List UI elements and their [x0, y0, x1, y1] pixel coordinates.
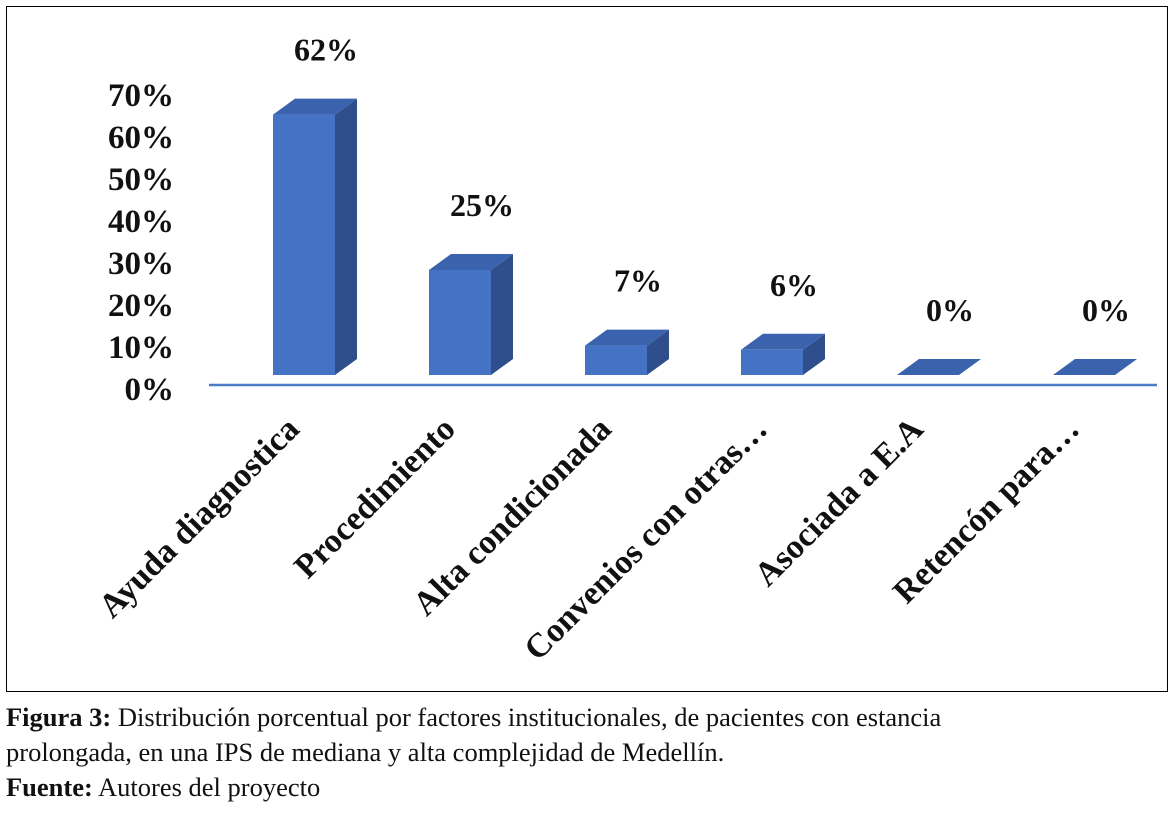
y-tick-label: 0%: [125, 372, 175, 408]
bar-top: [429, 254, 513, 270]
y-tick-label: 70%: [108, 78, 174, 114]
bar-front: [429, 270, 491, 375]
bar-top: [897, 359, 981, 375]
bar-top: [741, 333, 825, 350]
caption-line-1: Figura 3: Distribución porcentual por fa…: [6, 700, 1171, 735]
data-label: 0%: [926, 292, 974, 328]
data-label: 25%: [450, 187, 514, 223]
data-label: 62%: [294, 32, 358, 68]
bar-side: [335, 98, 357, 375]
figure-text: Distribución porcentual por factores ins…: [117, 702, 942, 732]
bar-side: [647, 329, 669, 375]
figure-caption: Figura 3: Distribución porcentual por fa…: [6, 700, 1171, 805]
bar-front: [273, 114, 335, 375]
x-category-label: Ayuda diagnostica: [92, 410, 307, 625]
bar-top: [585, 329, 669, 346]
bar-side: [491, 254, 513, 375]
figure-text-line2: prolongada, en una IPS de mediana y alta…: [6, 737, 725, 767]
figure-label: Figura 3:: [6, 702, 112, 732]
y-tick-label: 50%: [108, 162, 174, 198]
y-tick-label: 20%: [108, 288, 174, 324]
caption-line-2: prolongada, en una IPS de mediana y alta…: [6, 735, 1171, 770]
bar-front: [741, 349, 803, 375]
bar-side: [803, 333, 825, 375]
y-tick-label: 10%: [108, 330, 174, 366]
y-tick-label: 60%: [108, 120, 174, 156]
chart-frame: 0% 10% 20% 30% 40% 50% 60% 70% 62% 25% 7% 6% 0% 0% Ayu…: [6, 6, 1168, 692]
y-tick-label: 30%: [108, 246, 174, 282]
bar-front: [585, 345, 647, 375]
caption-source: Fuente: Autores del proyecto: [6, 770, 1171, 805]
x-category-label: Asociada a E.A: [748, 410, 931, 593]
data-label: 0%: [1082, 292, 1130, 328]
source-text: Autores del proyecto: [98, 772, 321, 802]
bar-top: [273, 98, 357, 115]
data-label: 6%: [770, 267, 818, 303]
x-category-label: Procedimiento: [287, 410, 462, 585]
source-label: Fuente:: [6, 772, 93, 802]
y-tick-label: 40%: [108, 204, 174, 240]
bar-top: [1053, 359, 1137, 375]
bar-chart: 0%10%20%30%40%50%60%70%62%25%7% 6%0% 0%Ayu…: [92, 32, 1157, 668]
data-label: 7%: [614, 263, 662, 299]
